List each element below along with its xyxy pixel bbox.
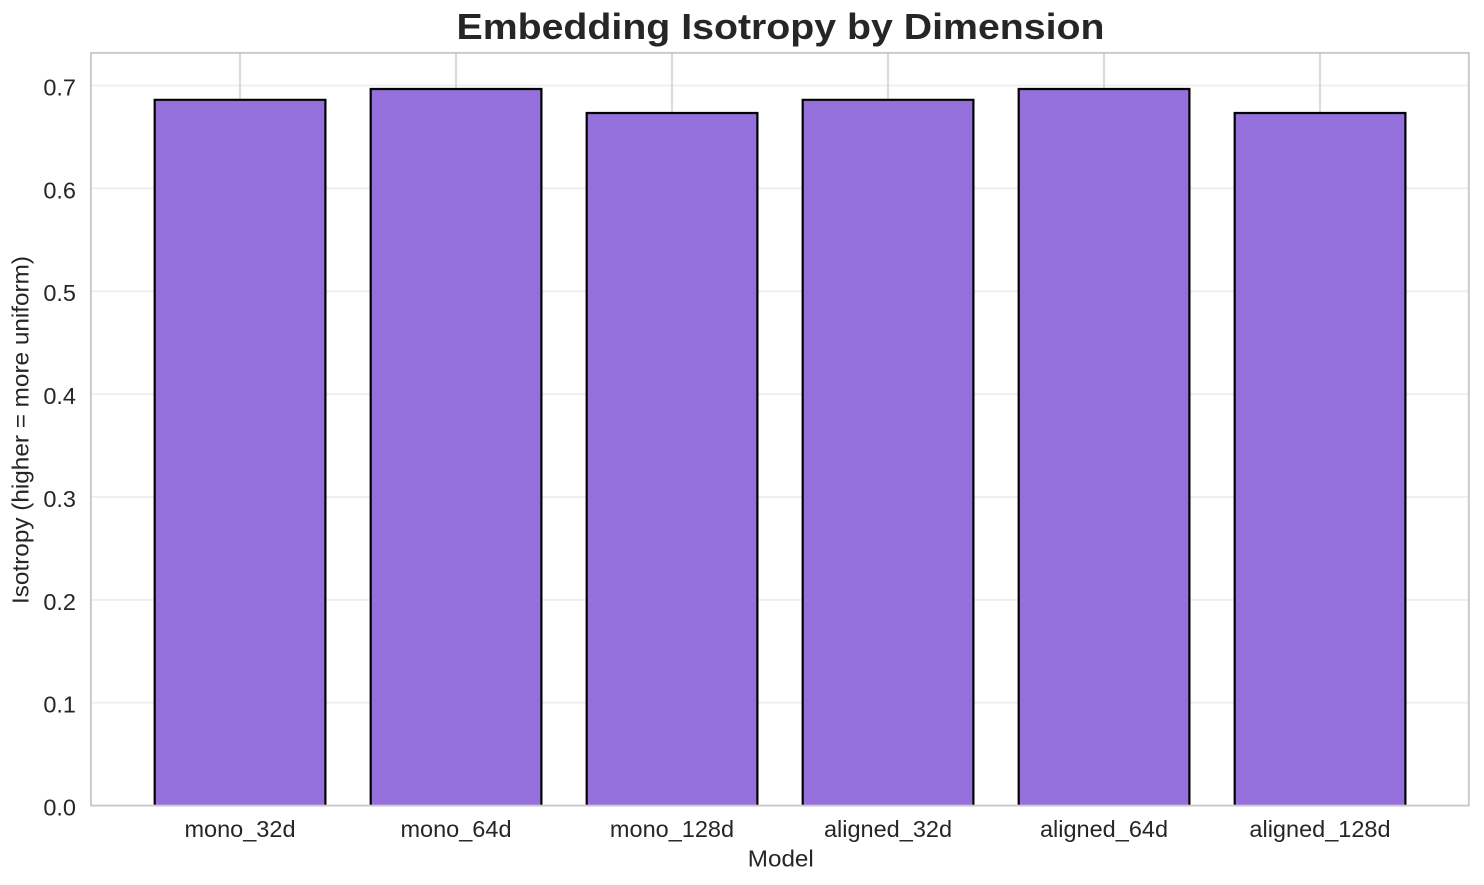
svg-text:mono_32d: mono_32d (184, 816, 295, 842)
svg-text:aligned_64d: aligned_64d (1040, 816, 1168, 842)
svg-text:0.6: 0.6 (43, 177, 76, 203)
svg-text:0.7: 0.7 (43, 75, 76, 101)
svg-text:mono_64d: mono_64d (400, 816, 511, 842)
svg-text:mono_128d: mono_128d (610, 816, 734, 842)
svg-text:aligned_32d: aligned_32d (824, 816, 952, 842)
svg-text:Isotropy (higher = more unifor: Isotropy (higher = more uniform) (8, 256, 34, 604)
svg-text:aligned_128d: aligned_128d (1249, 816, 1390, 842)
svg-text:0.1: 0.1 (43, 692, 76, 718)
svg-text:0.4: 0.4 (43, 383, 76, 409)
svg-text:Model: Model (748, 846, 814, 872)
svg-text:0.3: 0.3 (43, 486, 76, 512)
svg-text:Embedding Isotropy by Dimensio: Embedding Isotropy by Dimension (457, 6, 1105, 47)
svg-text:0.2: 0.2 (43, 589, 76, 615)
svg-text:0.5: 0.5 (43, 280, 76, 306)
svg-text:0.0: 0.0 (43, 795, 76, 821)
